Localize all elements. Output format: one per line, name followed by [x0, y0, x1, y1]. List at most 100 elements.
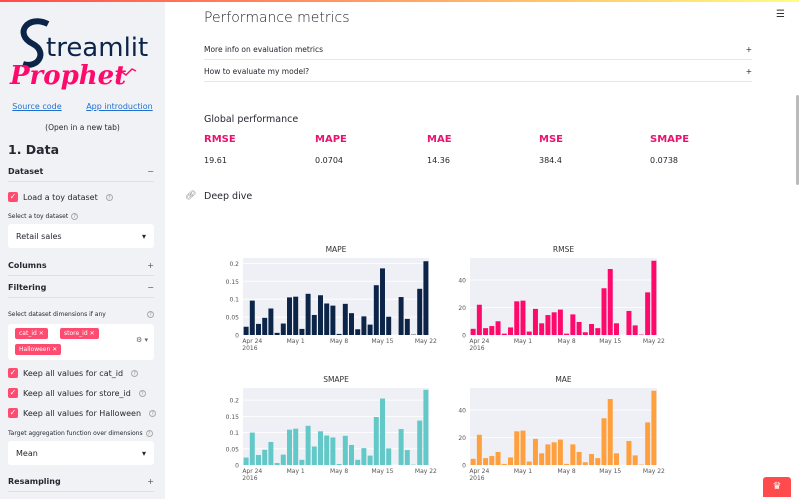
- bar: [342, 303, 348, 335]
- expander-how-to-evaluate[interactable]: How to evaluate my model? +: [204, 61, 752, 82]
- x-tick-label: May 15: [599, 338, 621, 345]
- bar: [330, 437, 336, 465]
- plot-background: [243, 258, 429, 335]
- collapse-icon: −: [147, 167, 154, 176]
- expand-icon: +: [147, 477, 154, 486]
- bar: [287, 297, 292, 335]
- bar: [582, 332, 588, 335]
- bar: [243, 326, 249, 335]
- select-toy-label: Select a toy dataset?: [8, 213, 79, 220]
- bar: [330, 305, 336, 335]
- chart-title: RMSE: [553, 245, 574, 254]
- expand-icon: +: [745, 44, 752, 54]
- help-icon[interactable]: ?: [145, 430, 153, 437]
- x-tick-label: May 22: [643, 338, 665, 345]
- load-toy-checkbox[interactable]: ✓ Load a toy dataset?: [8, 192, 113, 202]
- tag-halloween[interactable]: Halloween ✕: [15, 344, 62, 355]
- scrollbar[interactable]: [796, 95, 799, 185]
- clear-and-chevron-icon[interactable]: ⚙ ▾: [135, 336, 148, 344]
- metric-label-mse: MSE: [539, 134, 563, 145]
- dimensions-multiselect[interactable]: cat_id ✕ store_id ✕ Halloween ✕ ⚙ ▾: [8, 324, 154, 360]
- expander-metrics-info[interactable]: More info on evaluation metrics +: [204, 39, 752, 60]
- bar: [398, 297, 404, 335]
- bar: [256, 323, 261, 335]
- bar: [501, 333, 507, 335]
- y-tick-label: 40: [458, 408, 466, 415]
- metric-label-mape: MAPE: [315, 134, 347, 145]
- close-icon[interactable]: ✕: [89, 330, 95, 337]
- keep-cat-id-checkbox[interactable]: ✓ Keep all values for cat_id?: [8, 368, 139, 378]
- y-tick-label: 0: [462, 333, 466, 340]
- bar: [274, 332, 280, 335]
- y-tick-label: 0.1: [229, 297, 239, 304]
- resampling-expander[interactable]: Resampling +: [8, 472, 154, 492]
- help-icon[interactable]: ?: [71, 213, 79, 220]
- collapse-icon: −: [147, 283, 154, 292]
- toy-dataset-select[interactable]: Retail sales ▾: [8, 224, 154, 248]
- bar: [589, 324, 595, 335]
- bar: [582, 462, 588, 465]
- tag-cat-id[interactable]: cat_id ✕: [15, 328, 48, 339]
- bar: [262, 317, 268, 335]
- link-icon[interactable]: 🔗︎: [185, 191, 197, 201]
- bar: [268, 441, 274, 465]
- x-tick-label: Apr 24 2016: [469, 338, 489, 352]
- streamlit-crown-icon[interactable]: ♛: [763, 477, 791, 497]
- bar: [626, 310, 632, 335]
- help-icon[interactable]: ?: [149, 409, 157, 417]
- source-code-link[interactable]: Source code: [12, 102, 62, 111]
- bar: [601, 288, 607, 335]
- bar: [651, 260, 657, 335]
- app-introduction-link[interactable]: App introduction: [86, 102, 153, 111]
- bar: [501, 463, 507, 465]
- filtering-expander[interactable]: Filtering −: [8, 278, 154, 298]
- bar: [355, 329, 361, 335]
- help-icon[interactable]: ?: [147, 311, 154, 318]
- bar: [532, 308, 538, 335]
- bar: [249, 300, 255, 335]
- aggregation-select[interactable]: Mean ▾: [8, 441, 154, 465]
- bar: [607, 269, 613, 335]
- help-icon[interactable]: ?: [138, 389, 146, 397]
- keep-store-id-checkbox[interactable]: ✓ Keep all values for store_id?: [8, 388, 146, 398]
- dims-label: Select dataset dimensions if any?: [8, 311, 154, 318]
- bar: [423, 261, 429, 335]
- bar: [349, 313, 354, 335]
- bar: [601, 418, 607, 465]
- bar: [545, 444, 551, 465]
- y-tick-label: 0.05: [226, 315, 240, 322]
- bar: [299, 328, 305, 335]
- bar: [564, 333, 570, 335]
- bar: [373, 285, 379, 335]
- y-tick-label: 0: [235, 463, 239, 470]
- bar: [470, 458, 476, 465]
- bar: [526, 461, 532, 465]
- chart-title: SMAPE: [323, 375, 349, 384]
- keep-halloween-checkbox[interactable]: ✓ Keep all values for Halloween?: [8, 408, 157, 418]
- bar: [367, 324, 373, 335]
- bar: [417, 288, 423, 335]
- hamburger-menu-icon[interactable]: ☰: [776, 9, 785, 20]
- bar: [262, 449, 268, 465]
- bar: [570, 314, 576, 335]
- tag-store-id[interactable]: store_id ✕: [60, 328, 99, 339]
- checkbox-checked-icon: ✓: [8, 408, 18, 418]
- page-title: Performance metrics: [204, 10, 350, 26]
- bar: [645, 422, 651, 465]
- close-icon[interactable]: ✕: [38, 330, 44, 337]
- columns-expander[interactable]: Columns +: [8, 256, 154, 276]
- bar: [342, 435, 348, 465]
- bar: [645, 292, 651, 335]
- close-icon[interactable]: ✕: [52, 346, 58, 353]
- chart-title: MAE: [555, 375, 572, 384]
- bar: [318, 431, 323, 465]
- y-tick-label: 0.05: [226, 446, 240, 453]
- dataset-expander[interactable]: Dataset −: [8, 162, 154, 182]
- help-icon[interactable]: ?: [131, 369, 139, 377]
- bar: [483, 458, 489, 465]
- bar: [361, 448, 367, 465]
- bar: [526, 331, 532, 335]
- help-icon[interactable]: ?: [105, 193, 113, 201]
- label-text: Target aggregation function over dimensi…: [8, 430, 143, 437]
- x-tick-label: May 1: [287, 468, 305, 475]
